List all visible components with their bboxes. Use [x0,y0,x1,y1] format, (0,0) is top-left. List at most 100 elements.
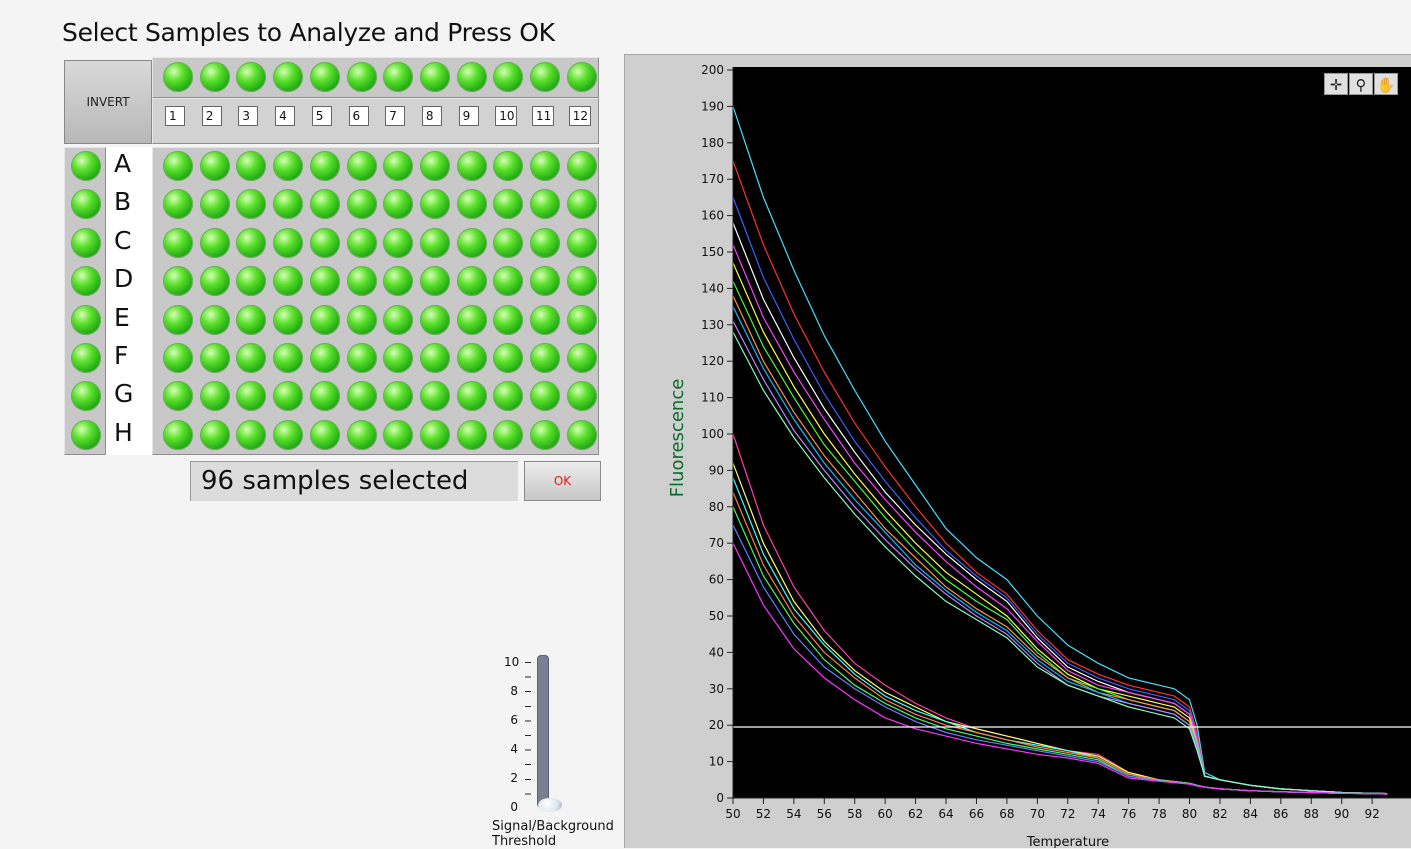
well-led-B10[interactable] [493,189,524,220]
well-led-D1[interactable] [163,266,193,297]
well-led-F12[interactable] [566,343,597,373]
well-led-G4[interactable] [273,381,304,412]
well-led-H11[interactable] [530,419,560,450]
well-led-F5[interactable] [309,343,340,373]
well-led-C6[interactable] [346,227,377,258]
well-led-A10[interactable] [493,151,524,181]
row-select-led-D[interactable] [71,266,101,297]
row-select-led-H[interactable] [71,419,101,450]
well-led-C9[interactable] [456,227,487,258]
well-led-A1[interactable] [163,151,193,181]
well-led-C11[interactable] [530,227,560,258]
column-select-led-12[interactable] [566,62,597,92]
column-select-led-7[interactable] [383,62,414,92]
well-led-D12[interactable] [566,266,597,297]
pan-hand-icon[interactable]: ✋ [1374,73,1398,95]
column-select-led-11[interactable] [530,62,560,92]
well-led-H5[interactable] [309,419,340,450]
well-led-C12[interactable] [566,227,597,258]
column-select-led-10[interactable] [493,62,524,92]
well-led-E12[interactable] [566,304,597,335]
column-select-led-9[interactable] [456,62,487,92]
well-led-H2[interactable] [199,419,230,450]
well-led-H9[interactable] [456,419,487,450]
well-led-B12[interactable] [566,189,597,220]
well-led-E10[interactable] [493,304,524,335]
well-led-E5[interactable] [309,304,340,335]
well-led-A2[interactable] [199,151,230,181]
row-select-led-E[interactable] [71,304,101,335]
well-led-D6[interactable] [346,266,377,297]
well-led-D5[interactable] [309,266,340,297]
well-led-H4[interactable] [273,419,304,450]
well-led-H12[interactable] [566,419,597,450]
well-led-F10[interactable] [493,343,524,373]
well-led-B1[interactable] [163,189,193,220]
well-led-G2[interactable] [199,381,230,412]
well-led-B8[interactable] [419,189,450,220]
well-led-C8[interactable] [419,227,450,258]
well-led-E8[interactable] [419,304,450,335]
column-select-led-5[interactable] [309,62,340,92]
invert-button[interactable]: INVERT [64,60,152,144]
well-led-G7[interactable] [383,381,414,412]
well-led-F2[interactable] [199,343,230,373]
well-led-D7[interactable] [383,266,414,297]
well-led-F11[interactable] [530,343,560,373]
well-led-E6[interactable] [346,304,377,335]
well-led-A12[interactable] [566,151,597,181]
well-led-H10[interactable] [493,419,524,450]
well-led-B2[interactable] [199,189,230,220]
well-led-D10[interactable] [493,266,524,297]
well-led-G11[interactable] [530,381,560,412]
row-select-led-C[interactable] [71,227,101,258]
threshold-slider[interactable]: 10 8 6 4 2 0 [492,650,572,815]
well-led-D11[interactable] [530,266,560,297]
well-led-G1[interactable] [163,381,193,412]
column-select-led-8[interactable] [419,62,450,92]
well-led-B9[interactable] [456,189,487,220]
well-led-C5[interactable] [309,227,340,258]
well-led-F6[interactable] [346,343,377,373]
well-led-H7[interactable] [383,419,414,450]
well-led-C7[interactable] [383,227,414,258]
well-led-G8[interactable] [419,381,450,412]
column-select-led-3[interactable] [236,62,267,92]
well-led-C3[interactable] [236,227,267,258]
well-led-H8[interactable] [419,419,450,450]
well-led-A8[interactable] [419,151,450,181]
well-led-D8[interactable] [419,266,450,297]
well-led-A7[interactable] [383,151,414,181]
row-select-led-A[interactable] [71,151,101,181]
well-led-E4[interactable] [273,304,304,335]
row-select-led-G[interactable] [71,381,101,412]
well-led-A4[interactable] [273,151,304,181]
ok-button[interactable]: OK [524,461,601,501]
well-led-C1[interactable] [163,227,193,258]
well-led-A9[interactable] [456,151,487,181]
well-led-B3[interactable] [236,189,267,220]
well-led-F1[interactable] [163,343,193,373]
well-led-E3[interactable] [236,304,267,335]
well-led-A6[interactable] [346,151,377,181]
well-led-F7[interactable] [383,343,414,373]
well-led-D3[interactable] [236,266,267,297]
well-led-E11[interactable] [530,304,560,335]
well-led-G5[interactable] [309,381,340,412]
well-led-F4[interactable] [273,343,304,373]
crosshair-icon[interactable]: ✛ [1324,73,1348,95]
column-select-led-4[interactable] [273,62,304,92]
well-led-B5[interactable] [309,189,340,220]
well-led-F9[interactable] [456,343,487,373]
well-led-A3[interactable] [236,151,267,181]
well-led-E1[interactable] [163,304,193,335]
well-led-G6[interactable] [346,381,377,412]
zoom-icon[interactable]: ⚲ [1349,73,1373,95]
well-led-B4[interactable] [273,189,304,220]
well-led-E7[interactable] [383,304,414,335]
well-led-D2[interactable] [199,266,230,297]
well-led-G12[interactable] [566,381,597,412]
well-led-H3[interactable] [236,419,267,450]
row-select-led-B[interactable] [71,189,101,220]
well-led-C10[interactable] [493,227,524,258]
